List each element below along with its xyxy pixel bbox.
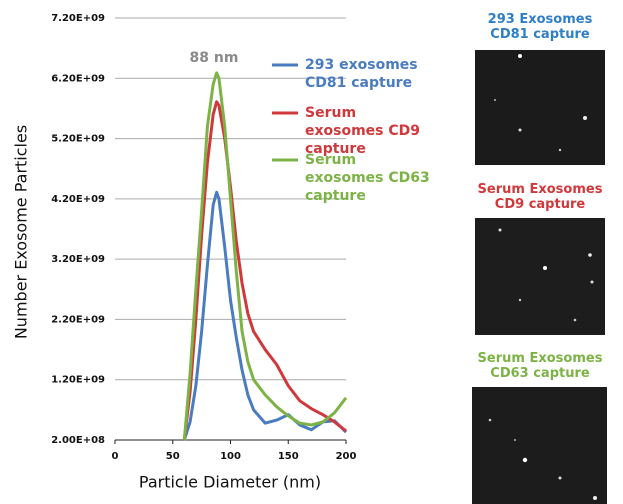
legend-entry: Serum exosomes CD9 capture xyxy=(305,104,437,158)
y-tick-label: 5.20E+09 xyxy=(51,134,105,145)
x-tick-label: 50 xyxy=(166,451,180,462)
y-tick-label: 1.20E+09 xyxy=(51,375,105,386)
image-panel xyxy=(475,50,605,165)
y-tick-label: 7.20E+09 xyxy=(51,13,105,24)
annotation: 88 nm xyxy=(190,50,239,66)
series-line xyxy=(184,192,346,440)
legend-entry: Serum exosomes CD63 capture xyxy=(305,151,437,205)
x-tick-label: 0 xyxy=(112,451,119,462)
y-axis-title: Number Exosome Particles xyxy=(12,125,31,339)
x-tick-label: 150 xyxy=(278,451,299,462)
y-tick-label: 2.20E+09 xyxy=(51,314,105,325)
image-panel xyxy=(475,218,605,335)
x-axis-title: Particle Diameter (nm) xyxy=(139,473,321,492)
y-tick-label: 3.20E+09 xyxy=(51,254,105,265)
panel-title: 293 Exosomes CD81 capture xyxy=(470,12,610,42)
panel-title: Serum Exosomes CD9 capture xyxy=(470,182,610,212)
y-tick-label: 4.20E+09 xyxy=(51,194,105,205)
x-tick-label: 200 xyxy=(336,451,357,462)
panel-title: Serum Exosomes CD63 capture xyxy=(470,351,610,381)
y-tick-label: 2.00E+08 xyxy=(51,435,105,446)
image-panel xyxy=(472,387,607,504)
legend-entry: 293 exosomes CD81 capture xyxy=(305,56,437,92)
y-tick-label: 6.20E+09 xyxy=(51,73,105,84)
page: 88 nm Particle Diameter (nm) Number Exos… xyxy=(0,0,623,504)
x-tick-label: 100 xyxy=(220,451,241,462)
